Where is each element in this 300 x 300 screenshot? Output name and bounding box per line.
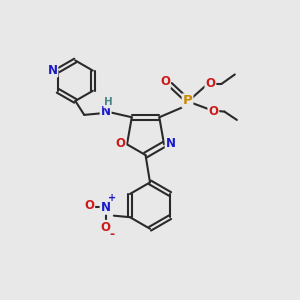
Text: N: N <box>100 105 111 119</box>
Text: O: O <box>206 77 215 91</box>
Text: H: H <box>104 98 113 107</box>
Text: O: O <box>100 221 111 234</box>
Text: N: N <box>100 201 111 214</box>
Text: P: P <box>183 94 192 107</box>
Text: O: O <box>208 105 218 118</box>
Text: -: - <box>110 228 115 241</box>
Text: O: O <box>116 137 125 150</box>
Text: O: O <box>160 75 170 88</box>
Text: N: N <box>47 64 58 76</box>
Text: +: + <box>108 194 116 203</box>
Text: N: N <box>166 137 176 150</box>
Text: O: O <box>84 200 94 212</box>
